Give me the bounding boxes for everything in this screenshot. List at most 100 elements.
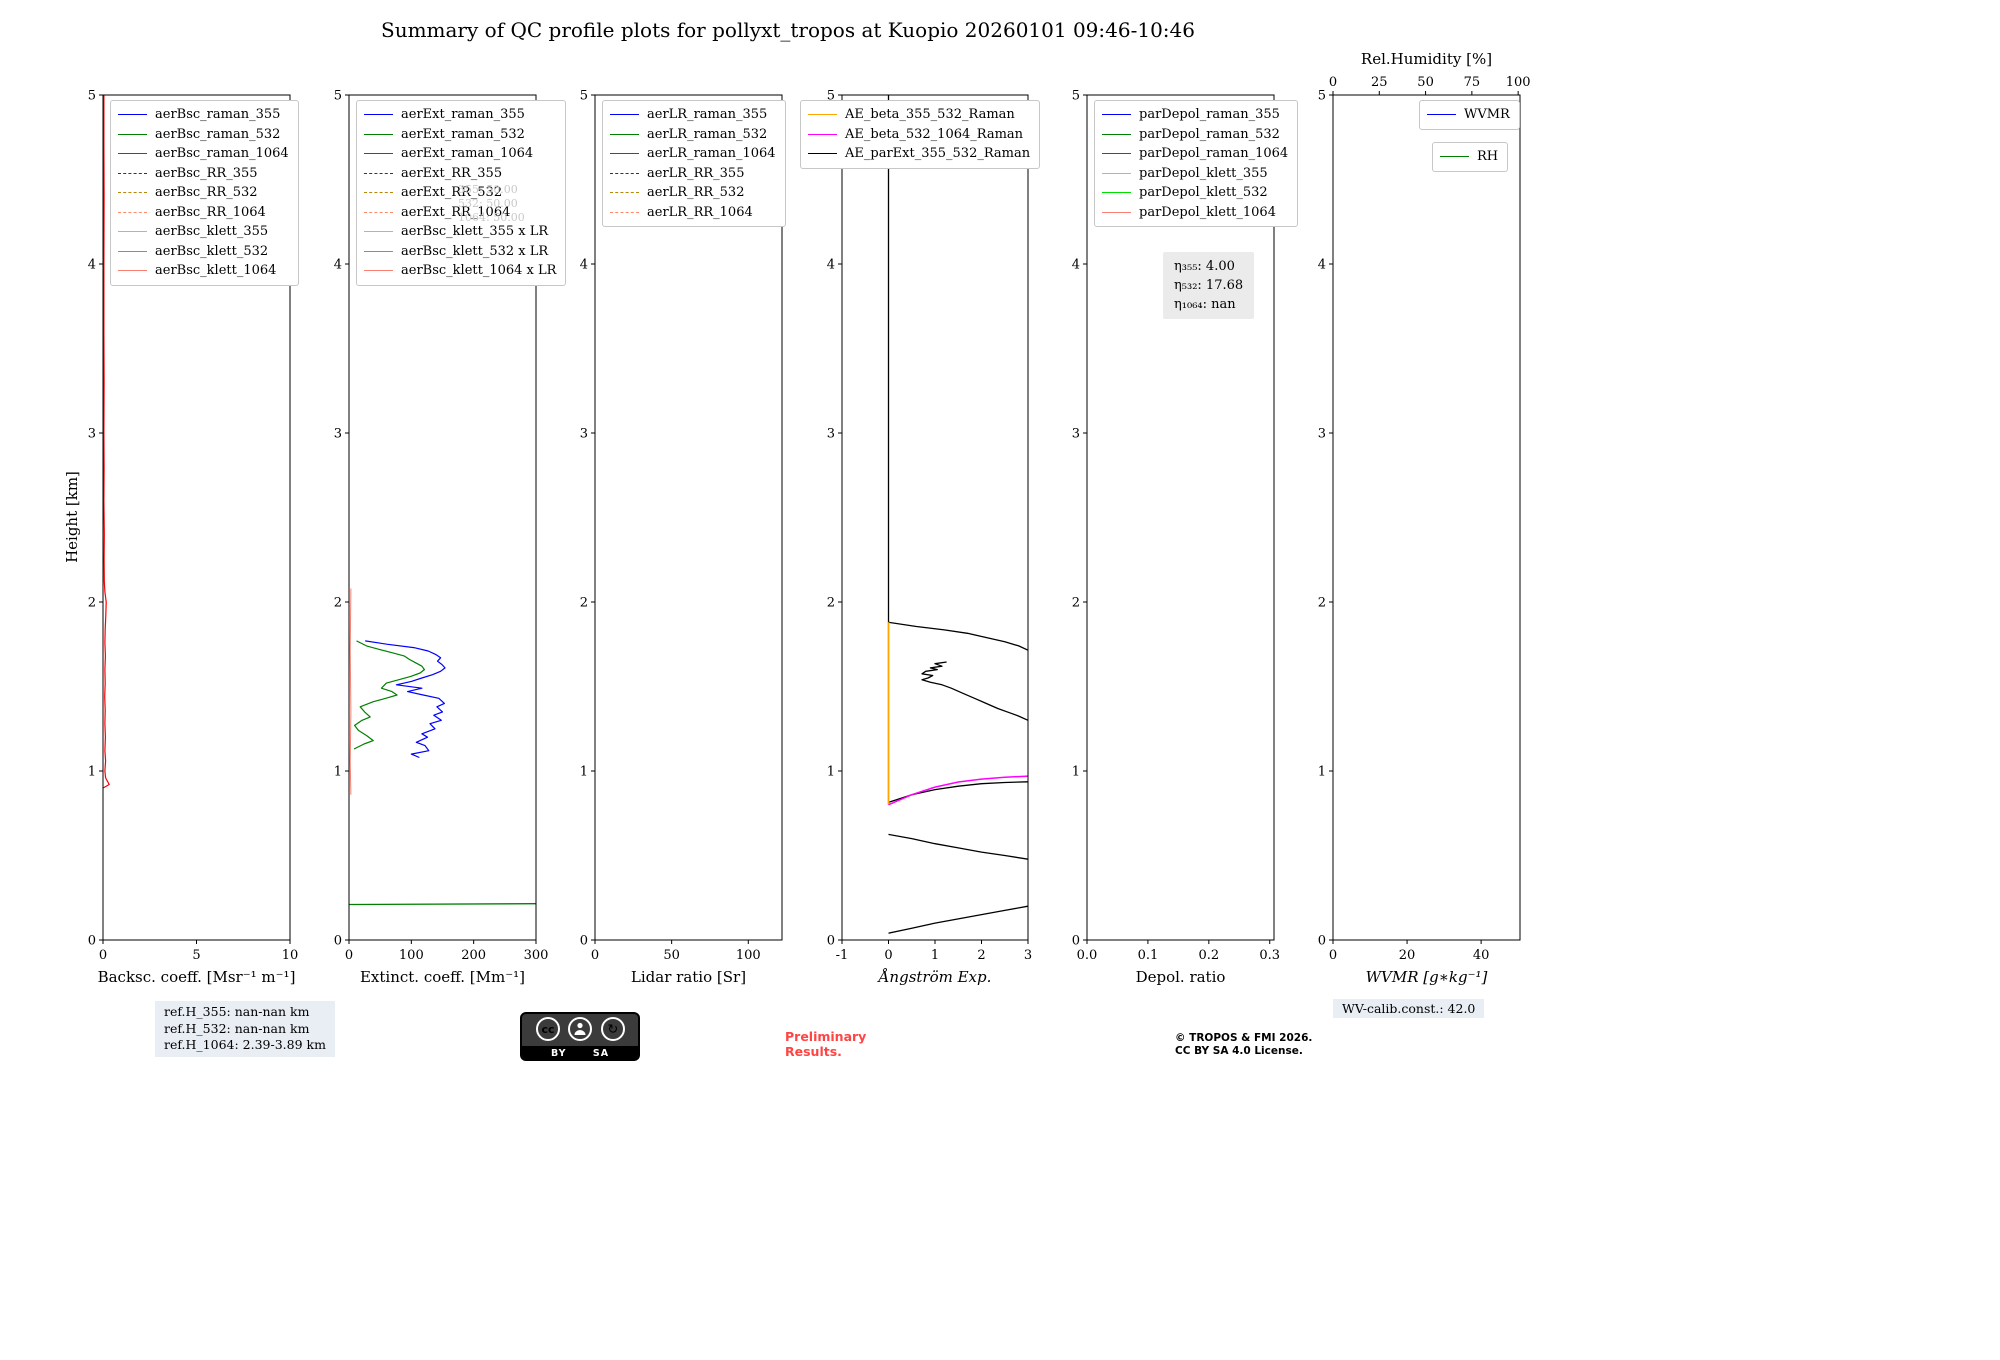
y-tick-label: 0 <box>334 934 342 949</box>
xlabel-depol-ratio: Depol. ratio <box>1136 968 1226 986</box>
x-tick-label: 0.0 <box>1077 948 1098 963</box>
legend-label: WVMR <box>1464 107 1510 123</box>
legend-line-sample <box>1102 172 1131 174</box>
legend-line-sample <box>118 114 147 116</box>
x-tick-label: 0.3 <box>1259 948 1280 963</box>
axes-frame <box>1332 94 1521 941</box>
legend-label: aerBsc_klett_1064 x LR <box>401 263 557 279</box>
legend-item: parDepol_raman_532 <box>1102 125 1288 145</box>
y-tick-label: 3 <box>580 427 588 442</box>
legend-label: aerBsc_RR_355 <box>155 165 258 181</box>
y-tick-label: 0 <box>580 934 588 949</box>
legend-label: aerExt_RR_1064 <box>401 204 511 220</box>
legend-line-sample <box>118 231 147 233</box>
y-tick-label: 3 <box>1072 427 1080 442</box>
legend-label: AE_parExt_355_532_Raman <box>845 146 1031 162</box>
x-tick-label: 0 <box>884 948 892 963</box>
y-tick-label: 4 <box>1072 258 1080 273</box>
legend-label: parDepol_klett_1064 <box>1139 204 1276 220</box>
legend-label: aerExt_raman_532 <box>401 126 525 142</box>
y-tick-label: 5 <box>1072 89 1080 104</box>
legend-label: aerLR_RR_355 <box>647 165 745 181</box>
lidar-ratio-constants-annotation: 355: 50.00 532: 50.00 1064: 50.00 <box>458 183 525 224</box>
y-tick-label: 5 <box>1318 89 1326 104</box>
legend-item: aerBsc_klett_532 <box>118 242 289 262</box>
legend-line-sample <box>1102 114 1131 116</box>
top-tick-label: 25 <box>1371 75 1388 90</box>
legend-line-sample <box>364 172 393 174</box>
legend-item: aerExt_raman_532 <box>364 125 556 145</box>
legend-line-sample <box>1102 192 1131 194</box>
copyright-label: © TROPOS & FMI 2026. CC BY SA 4.0 Licens… <box>1175 1032 1313 1057</box>
legend-label: aerBsc_klett_355 x LR <box>401 224 549 240</box>
series-aerBsc_klett_532_xLR <box>348 903 537 906</box>
legend-line-sample <box>364 192 393 194</box>
y-tick-label: 4 <box>580 258 588 273</box>
axes-frame <box>841 94 1029 941</box>
legend-item: aerBsc_klett_1064 <box>118 261 289 281</box>
legend-item: aerExt_RR_532 <box>364 183 556 203</box>
legend-item: WVMR <box>1427 105 1510 125</box>
axes-frame <box>1086 94 1275 941</box>
legend-item: aerBsc_klett_355 <box>118 222 289 242</box>
legend-item: aerBsc_raman_1064 <box>118 144 289 164</box>
xlabel-angstroem: Ångström Exp. <box>877 968 992 986</box>
legend-item: parDepol_klett_532 <box>1102 183 1288 203</box>
y-tick-label: 0 <box>88 934 96 949</box>
top-tick-label: 75 <box>1464 75 1481 90</box>
y-tick-label: 0 <box>1318 934 1326 949</box>
legend-label: aerBsc_RR_532 <box>155 185 258 201</box>
x-tick-label: 0 <box>591 948 599 963</box>
legend-line-sample <box>1102 153 1131 155</box>
x-tick-label: 300 <box>524 948 549 963</box>
x-tick-label: 0.1 <box>1138 948 1159 963</box>
y-tick-label: 4 <box>1318 258 1326 273</box>
series-aerExt_raman_532 <box>353 640 425 750</box>
share-alike-icon: ↻ <box>600 1016 626 1046</box>
x-tick-label: 40 <box>1473 948 1490 963</box>
series-AE_parExt_355_532_Raman <box>888 621 1029 651</box>
legend-item: parDepol_klett_355 <box>1102 164 1288 184</box>
x-tick-label: 100 <box>736 948 761 963</box>
series-AE_beta_532_1064_Raman <box>888 775 1029 806</box>
series-aerExt_raman_355 <box>365 640 446 759</box>
legend-item: RH <box>1440 147 1498 167</box>
legend-line-sample <box>610 192 639 194</box>
panel-extinction: 0 100 200 300 0 1 2 3 4 5 Extinct. coeff. [Mm⁻¹] <box>334 89 549 987</box>
legend-line-sample <box>610 114 639 116</box>
y-tick-label: 0 <box>827 934 835 949</box>
x-tick-label: 0 <box>99 948 107 963</box>
y-tick-label: 4 <box>88 258 96 273</box>
panel-depol-ratio: 0.0 0.1 0.2 0.3 0 1 2 3 4 5 Depol. ratio <box>1072 89 1280 987</box>
axes-frame <box>348 94 537 941</box>
y-tick-label: 1 <box>1072 765 1080 780</box>
depol-calibration-eta-annotation: η₃₅₅: 4.00 η₅₃₂: 17.68 η₁₀₆₄: nan <box>1163 252 1255 319</box>
legend-angstroem: AE_beta_355_532_Raman AE_beta_532_1064_Ra… <box>800 100 1041 169</box>
y-tick-label: 5 <box>88 89 96 104</box>
x-tick-label: 20 <box>1399 948 1416 963</box>
legend-line-sample <box>118 211 147 213</box>
panel-lidar-ratio: 0 50 100 0 1 2 3 4 5 Lidar ratio [Sr] <box>580 89 783 986</box>
y-tick-label: 3 <box>334 427 342 442</box>
legend-label: aerBsc_klett_1064 <box>155 263 277 279</box>
legend-line-sample <box>808 133 837 135</box>
top-tick-label: 100 <box>1506 75 1531 90</box>
legend-item: parDepol_klett_1064 <box>1102 203 1288 223</box>
legend-item: aerBsc_klett_532 x LR <box>364 242 556 262</box>
legend-wvmr: WVMR <box>1419 100 1520 130</box>
y-tick-label: 2 <box>580 596 588 611</box>
cc-license-text: BY SA <box>522 1046 638 1059</box>
legend-label: RH <box>1477 149 1499 165</box>
legend-label: aerLR_raman_532 <box>647 126 768 142</box>
x-tick-label: 3 <box>1024 948 1032 963</box>
y-tick-label: 1 <box>88 765 96 780</box>
legend-label: aerLR_RR_532 <box>647 185 745 201</box>
legend-label: aerExt_RR_532 <box>401 185 503 201</box>
legend-wvmr: RH <box>1432 142 1509 172</box>
series-AE_parExt_355_532_Raman <box>888 781 1029 803</box>
legend-item: aerBsc_raman_532 <box>118 125 289 145</box>
legend-item: aerExt_RR_355 <box>364 164 556 184</box>
svg-text:cc: cc <box>541 1023 554 1036</box>
